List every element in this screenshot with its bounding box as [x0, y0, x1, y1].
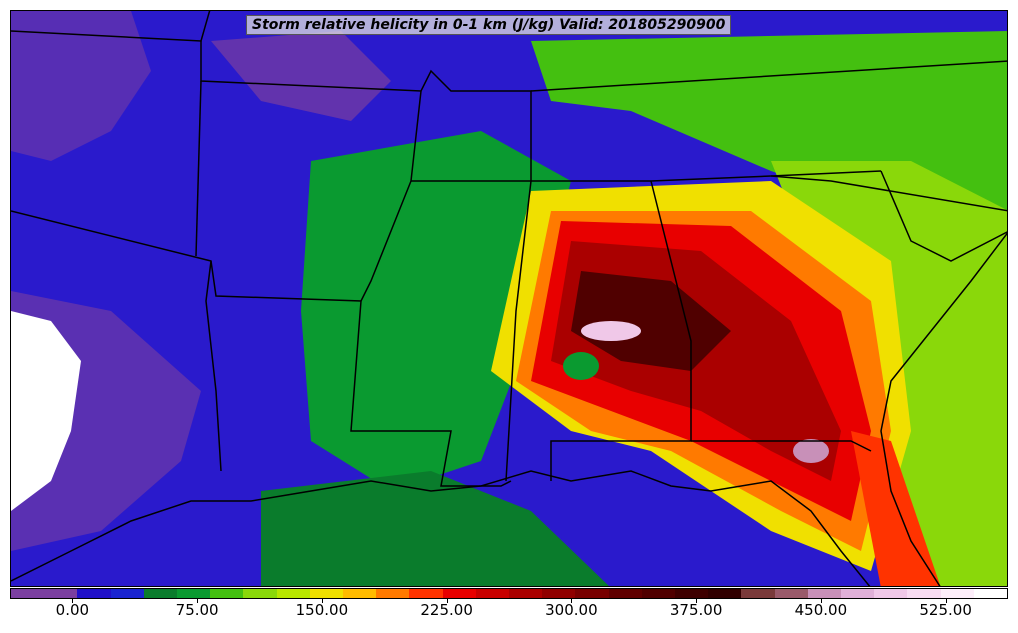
colorbar-segment — [708, 589, 742, 598]
colorbar-segment — [608, 589, 642, 598]
helicity-map — [10, 10, 1008, 587]
florida-red-band — [851, 431, 941, 586]
purple-region-north — [211, 31, 391, 121]
colorbar-tick — [321, 599, 323, 603]
colorbar-tick-label: 150.00 — [295, 601, 349, 619]
colorbar-segment — [641, 589, 676, 598]
colorbar-segment — [442, 589, 476, 598]
colorbar-segment — [210, 589, 244, 598]
colorbar-tick — [571, 599, 573, 603]
colorbar-segment — [143, 589, 178, 598]
colorbar-segment — [807, 589, 842, 598]
colorbar-segment — [741, 589, 775, 598]
colorbar-segment — [409, 589, 443, 598]
colorbar-tick-label: 225.00 — [420, 601, 473, 619]
colorbar-segment — [44, 589, 78, 598]
colorbar-segment — [973, 589, 1008, 598]
map-title: Storm relative helicity in 0-1 km (J/kg)… — [246, 15, 732, 35]
white-region-sw — [11, 311, 81, 511]
colorbar-segment — [675, 589, 709, 598]
colorbar-segment — [907, 589, 941, 598]
low-center-spot — [563, 352, 599, 380]
colorbar-tick — [197, 599, 199, 603]
colorbar-segment — [509, 589, 543, 598]
colorbar-tick-label: 0.00 — [55, 601, 90, 619]
colorbar-tick-label: 525.00 — [919, 601, 972, 619]
colorbar-segment — [177, 589, 211, 598]
green-region-gulf — [261, 471, 609, 586]
colorbar-segment — [110, 589, 144, 598]
colorbar-segment — [475, 589, 510, 598]
colorbar-labels: 0.00 75.00 150.00 225.00 300.00 375.00 450.00 5… — [10, 601, 1008, 625]
colorbar-segment — [243, 589, 277, 598]
atlantic-coastline — [880, 232, 1007, 586]
colorbar-segment — [11, 589, 45, 598]
gulf-coastline — [11, 470, 871, 586]
colorbar-tick — [446, 599, 448, 603]
colorbar-tick — [696, 599, 698, 603]
colorbar — [10, 588, 1008, 599]
map-canvas — [11, 11, 1007, 586]
colorbar-tick — [945, 599, 947, 603]
purple-region-west — [11, 11, 151, 161]
colorbar-segment — [343, 589, 377, 598]
colorbar-segment — [376, 589, 410, 598]
colorbar-segment — [309, 589, 344, 598]
colorbar-tick-label: 75.00 — [175, 601, 219, 619]
colorbar-segment — [841, 589, 875, 598]
colorbar-segment — [575, 589, 609, 598]
colorbar-tick — [72, 599, 74, 603]
colorbar-tick-label: 450.00 — [794, 601, 848, 619]
colorbar-segment — [276, 589, 310, 598]
colorbar-segment — [940, 589, 974, 598]
colorbar-tick-label: 300.00 — [545, 601, 598, 619]
colorbar-segment — [774, 589, 808, 598]
green-region-central — [301, 131, 571, 491]
colorbar-tick-label: 375.00 — [669, 601, 723, 619]
pink-max-2 — [793, 439, 829, 463]
colorbar-segment — [77, 589, 111, 598]
colorbar-segment — [542, 589, 576, 598]
colorbar-segment — [874, 589, 908, 598]
colorbar-tick — [820, 599, 822, 603]
pink-max-1 — [581, 321, 641, 341]
